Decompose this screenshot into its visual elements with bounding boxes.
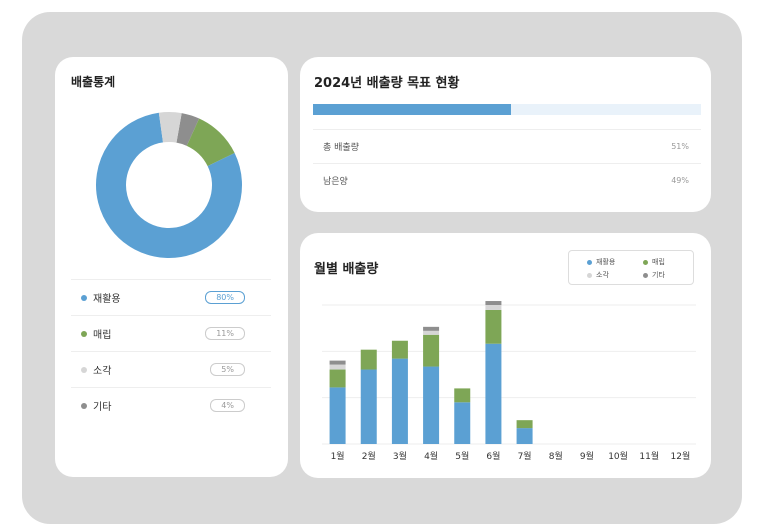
legend-percent-badge: 11% (205, 327, 245, 340)
chart-legend-item: 재활용 (587, 257, 615, 267)
x-tick-label: 8월 (549, 450, 563, 462)
bar-segment (516, 428, 533, 444)
bar-segment (423, 366, 440, 444)
legend-label: 소각 (93, 366, 112, 377)
bar-segment (485, 301, 502, 305)
bar-segment (329, 360, 346, 365)
chart-legend: 재활용 매립 소각 기타 (568, 250, 694, 285)
bar-segment (329, 364, 346, 370)
goal-row-value: 49% (671, 176, 689, 185)
monthly-bar-chart: 1월 2월 3월 4월 5월 6월 7월 8월 9월 10월 11월 12월 (322, 301, 696, 462)
goal-progress-fill (313, 104, 511, 115)
goal-row-label: 총 배출량 (323, 143, 359, 153)
bar-segment (423, 334, 440, 367)
legend-percent-badge: 80% (205, 291, 245, 304)
legend-label: 매립 (93, 330, 112, 341)
emission-stats-card: 배출통계 재활용 80% 매립 11% 소각 5% 기타 4% (55, 57, 288, 477)
stats-legend-row: 기타 4% (71, 387, 271, 423)
x-tick-label: 11월 (639, 450, 659, 462)
x-tick-label: 7월 (518, 450, 532, 462)
donut-slice (158, 112, 182, 143)
donut-slice (96, 112, 242, 258)
chart-legend-item: 기타 (643, 270, 665, 280)
legend-label: 재활용 (596, 258, 616, 266)
legend-percent-badge: 4% (210, 399, 245, 412)
stats-legend: 재활용 80% 매립 11% 소각 5% 기타 4% (71, 279, 271, 423)
chart-legend-item: 매립 (643, 257, 665, 267)
goal-row-label: 남은양 (323, 177, 348, 187)
legend-label: 매립 (652, 258, 665, 266)
legend-dot-icon (587, 259, 592, 265)
legend-dot-icon (81, 366, 87, 373)
x-tick-label: 4월 (424, 450, 438, 462)
goal-title: 2024년 배출량 목표 현황 (314, 76, 460, 91)
stats-legend-row: 재활용 80% (71, 279, 271, 315)
stats-legend-row: 매립 11% (71, 315, 271, 351)
goal-row-value: 51% (671, 142, 689, 151)
donut-chart (96, 112, 242, 258)
bar-segment (423, 326, 440, 331)
bar-segment (485, 309, 502, 344)
x-tick-label: 3월 (393, 450, 407, 462)
legend-dot-icon (643, 259, 648, 265)
legend-dot-icon (81, 294, 87, 301)
bar-segment (329, 369, 346, 388)
chart-legend-item: 소각 (587, 270, 609, 280)
bar-segment (454, 388, 471, 403)
donut-slice (186, 118, 235, 167)
x-tick-label: 5월 (455, 450, 469, 462)
legend-label: 기타 (652, 271, 665, 279)
bar-segment (360, 349, 377, 370)
stats-legend-row: 소각 5% (71, 351, 271, 387)
legend-label: 소각 (596, 271, 609, 279)
legend-percent-badge: 5% (210, 363, 245, 376)
monthly-title: 월별 배출량 (314, 262, 379, 277)
bar-segment (485, 305, 502, 310)
x-tick-label: 1월 (331, 450, 345, 462)
x-tick-label: 10월 (608, 450, 628, 462)
x-tick-label: 9월 (580, 450, 594, 462)
goal-row-total: 총 배출량 51% (313, 129, 701, 163)
goal-row-remaining: 남은양 49% (313, 163, 701, 197)
bar-segment (454, 402, 471, 444)
x-tick-label: 2월 (362, 450, 376, 462)
bar-segment (516, 420, 533, 429)
bar-segment (423, 330, 440, 335)
legend-dot-icon (81, 330, 87, 337)
legend-dot-icon (643, 272, 648, 278)
bar-segment (329, 387, 346, 444)
bar-segment (391, 358, 408, 444)
stats-title: 배출통계 (71, 75, 116, 89)
legend-label: 기타 (93, 402, 112, 413)
bar-segment (391, 340, 408, 359)
goal-status-card: 2024년 배출량 목표 현황 총 배출량 51% 남은양 49% (300, 57, 711, 212)
legend-dot-icon (81, 402, 87, 409)
bar-segment (485, 343, 502, 444)
bar-segment (360, 369, 377, 444)
x-tick-label: 6월 (486, 450, 500, 462)
legend-dot-icon (587, 272, 592, 278)
legend-label: 재활용 (93, 294, 121, 305)
x-tick-label: 12월 (671, 450, 691, 462)
donut-slice (176, 113, 200, 147)
monthly-emission-card: 월별 배출량 재활용 매립 소각 기타 1월 2월 3월 4월 5월 6월 7월 8월 9월 10… (300, 233, 711, 478)
goal-progress-bar (313, 104, 701, 115)
